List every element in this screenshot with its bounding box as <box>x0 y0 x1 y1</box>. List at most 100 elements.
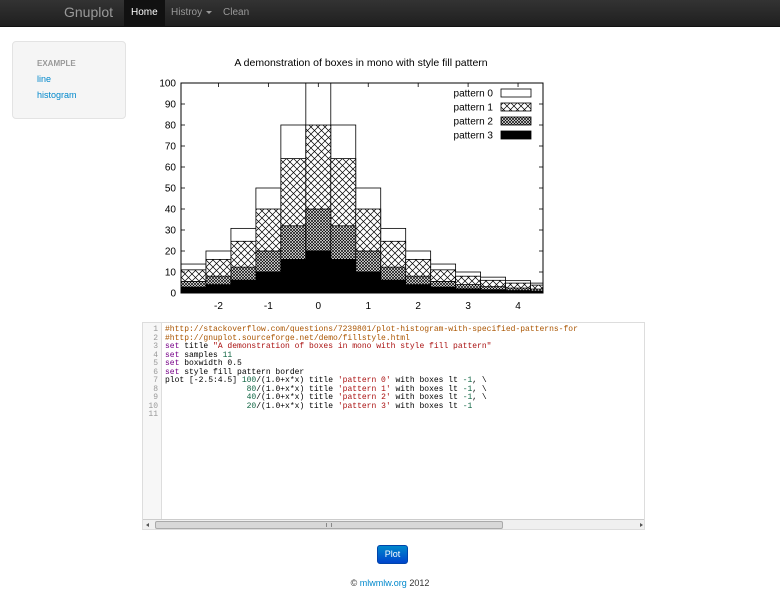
line-number: 6 <box>153 367 158 377</box>
horizontal-scrollbar[interactable] <box>143 519 644 529</box>
brand-logo[interactable]: Gnuplot <box>64 4 114 20</box>
footer-link[interactable]: mlwmlw.org <box>359 578 407 588</box>
nav-history[interactable]: Histroy <box>164 0 219 27</box>
code-token: /(1.0+x*x) title <box>256 384 338 394</box>
code-editor[interactable]: 1 #http://stackoverflow.com/questions/723… <box>142 322 645 530</box>
plot-button[interactable]: Plot <box>377 545 408 564</box>
code-token: with boxes lt <box>390 401 463 411</box>
code-line[interactable]: 4 set samples 11 <box>143 350 644 361</box>
code-line[interactable]: 3 set title "A demonstration of boxes in … <box>143 342 644 352</box>
code-token: style fill pattern border <box>179 367 305 377</box>
code-token: samples <box>179 350 223 360</box>
line-number: 10 <box>148 401 158 411</box>
y-tick-label-0: 0 <box>170 289 176 300</box>
code-token: /(1.0+x*x) title <box>256 376 338 385</box>
code-text: 40/(1.0+x*x) title 'pattern 2' with boxe… <box>165 393 487 403</box>
code-line[interactable]: 8 80/(1.0+x*x) title 'pattern 1' with bo… <box>143 384 644 395</box>
sidebar-link-line[interactable]: line <box>37 74 52 84</box>
sidebar-header: EXAMPLE <box>37 59 76 68</box>
legend-swatch-3 <box>500 130 532 140</box>
nav-home[interactable]: Home <box>124 0 165 27</box>
bar-pattern-3-6 <box>330 258 357 294</box>
code-line[interactable]: 2 #http://gnuplot.sourceforge.net/demo/fi… <box>143 333 644 344</box>
code-token: with boxes lt <box>390 393 463 402</box>
code-line[interactable]: 7 plot [-2.5:4.5] 100/(1.0+x*x) title 'pa… <box>143 376 644 386</box>
chart-bars <box>180 82 544 294</box>
caret-down-icon <box>206 10 213 14</box>
chart-title: A demonstration of boxes in mono with st… <box>234 57 487 69</box>
code-token: title <box>179 342 214 351</box>
sidebar: EXAMPLE line histogram <box>12 41 126 119</box>
code-text: 20/(1.0+x*x) title 'pattern 3' with boxe… <box>165 401 473 412</box>
code-line[interactable]: 6 set style fill pattern border <box>143 367 644 378</box>
code-token: #http://stackoverflow.com/questions/7239… <box>165 325 578 334</box>
x-tick-label-4: 2 <box>415 301 421 312</box>
y-tick-label-10: 100 <box>159 79 176 90</box>
line-number: 4 <box>153 350 158 360</box>
code-text: #http://stackoverflow.com/questions/7239… <box>165 325 578 335</box>
line-number: 5 <box>153 359 158 368</box>
code-line[interactable]: 1 #http://stackoverflow.com/questions/723… <box>143 325 644 335</box>
code-token: , \ <box>472 393 487 402</box>
y-tick-label-4: 40 <box>165 205 177 216</box>
scroll-right-icon[interactable] <box>640 523 643 527</box>
footer: © mlwmlw.org 2012 <box>0 578 780 588</box>
y-tick-label-9: 90 <box>165 100 177 111</box>
line-number: 3 <box>153 342 158 351</box>
code-token: -1 <box>462 393 473 402</box>
code-token: 20 <box>246 401 257 411</box>
code-line[interactable]: 10 20/(1.0+x*x) title 'pattern 3' with b… <box>143 401 644 412</box>
gnuplot-chart: A demonstration of boxes in mono with st… <box>159 57 544 312</box>
scroll-left-icon[interactable] <box>146 523 149 527</box>
code-token: 11 <box>222 350 233 360</box>
code-token: with boxes lt <box>390 376 463 385</box>
bar-pattern-3-5 <box>305 250 332 294</box>
code-token: with boxes lt <box>390 384 463 394</box>
sidebar-link-histogram[interactable]: histogram <box>37 90 77 100</box>
code-token: 'pattern 0' <box>337 376 391 385</box>
code-token: -1 <box>462 376 473 385</box>
code-line[interactable]: 9 40/(1.0+x*x) title 'pattern 2' with bo… <box>143 393 644 403</box>
scrollbar-thumb[interactable] <box>155 521 503 529</box>
y-tick-label-8: 80 <box>165 121 177 132</box>
code-token: set <box>165 342 180 351</box>
code-text: #http://gnuplot.sourceforge.net/demo/fil… <box>165 334 410 344</box>
y-tick-label-2: 20 <box>165 247 177 258</box>
code-token: set <box>165 350 180 360</box>
line-number: 8 <box>153 384 158 394</box>
bar-pattern-3-2 <box>230 279 257 294</box>
legend-label-0: pattern 0 <box>454 89 494 100</box>
code-line[interactable]: 11 <box>143 410 644 420</box>
code-lines[interactable]: 1 #http://stackoverflow.com/questions/723… <box>143 325 644 420</box>
x-tick-label-5: 3 <box>465 301 471 312</box>
code-token: 'pattern 1' <box>337 384 391 394</box>
code-token: 'pattern 2' <box>337 393 391 402</box>
code-token: 'pattern 3' <box>337 401 391 411</box>
code-token: 100 <box>241 376 257 385</box>
code-token: boxwidth 0.5 <box>179 359 242 368</box>
line-number: 2 <box>153 333 158 343</box>
legend-swatch-0 <box>500 88 532 98</box>
code-token: , \ <box>472 376 487 385</box>
y-tick-label-6: 60 <box>165 163 177 174</box>
x-tick-label-2: 0 <box>316 301 322 312</box>
code-token: -1 <box>462 401 473 411</box>
code-token: 80 <box>246 384 257 394</box>
chart-axes: 0 10 20 30 40 50 60 70 80 90 100 -2 -1 0 1 2 3 4 <box>159 79 543 312</box>
legend-swatch-2 <box>500 116 532 126</box>
legend-label-1: pattern 1 <box>454 103 494 114</box>
code-token: , \ <box>472 384 487 394</box>
code-text: 80/(1.0+x*x) title 'pattern 1' with boxe… <box>165 384 487 395</box>
nav-history-label: Histroy <box>171 7 203 18</box>
legend-label-2: pattern 2 <box>454 117 494 128</box>
code-token: /(1.0+x*x) title <box>256 401 338 411</box>
y-tick-label-1: 10 <box>165 268 177 279</box>
code-line[interactable]: 5 set boxwidth 0.5 <box>143 359 644 369</box>
nav-clean[interactable]: Clean <box>223 7 250 18</box>
code-text: set title "A demonstration of boxes in m… <box>165 342 491 352</box>
bar-pattern-3-8 <box>380 279 407 294</box>
bar-pattern-3-4 <box>280 258 307 294</box>
code-token: set <box>165 367 180 377</box>
code-token: -1 <box>462 384 473 394</box>
bar-pattern-3-0 <box>180 286 207 294</box>
